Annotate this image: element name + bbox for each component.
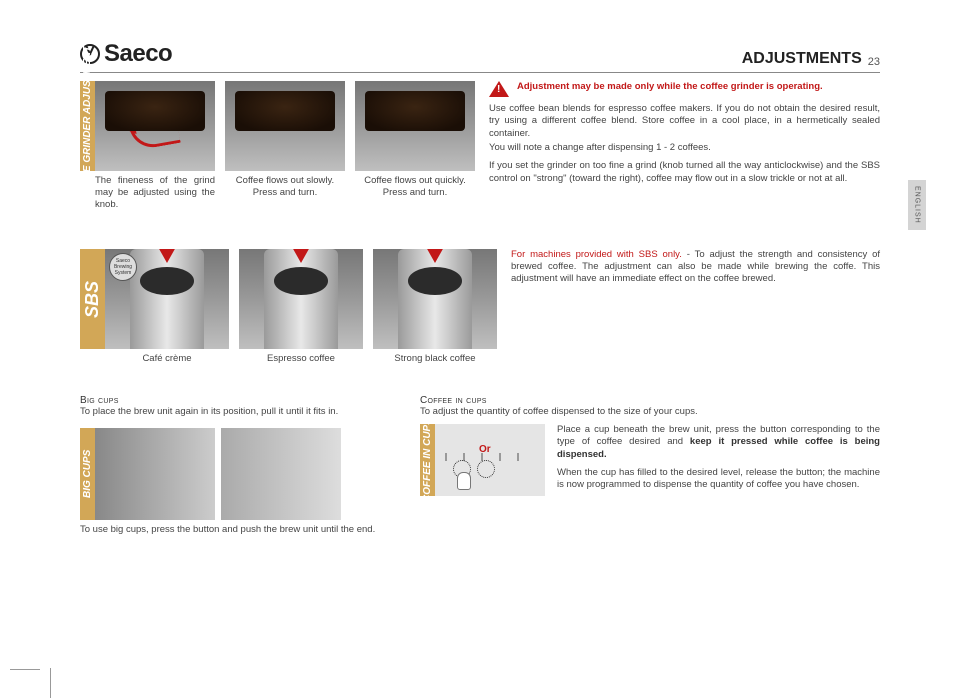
grinder-warning-text: Adjustment may be made only while the co…	[517, 81, 823, 93]
bigcups-intro: To place the brew unit again in its posi…	[80, 406, 380, 418]
page-header: Saeco ADJUSTMENTS 23	[80, 40, 880, 73]
hand-icon	[457, 472, 471, 490]
grinder-para-2: If you set the grinder on too fine a gri…	[489, 160, 880, 185]
bigcups-vlabel: BIG CUPS	[80, 428, 95, 520]
sbs-photo-2	[239, 249, 363, 349]
title-wrap: ADJUSTMENTS 23	[742, 50, 880, 68]
grinder-caption-1: The fineness of the grind may be adjuste…	[95, 175, 215, 211]
grinder-vlabel: COFFEE GRINDER ADJUSTMENT	[80, 81, 95, 171]
arrow-down-icon	[426, 249, 444, 263]
sbs-vlabel: SBS	[80, 249, 105, 349]
coffeecups-heading: Coffee in cups	[420, 395, 880, 406]
sbs-caption-2: Espresso coffee	[239, 353, 363, 365]
dotted-circle-icon	[477, 460, 495, 478]
language-tab: ENGLISH	[908, 180, 926, 230]
sbs-badge-icon: Saeco Brewing System	[109, 253, 137, 281]
bigcups-photo-1	[95, 428, 215, 520]
page: Saeco ADJUSTMENTS 23 COFFEE GRINDER ADJU…	[80, 40, 880, 542]
bigcups-heading: Big cups	[80, 395, 380, 406]
brand-name: Saeco	[104, 40, 172, 68]
coffeecups-panel: Or	[435, 424, 545, 496]
bigcups-caption: To use big cups, press the button and pu…	[80, 524, 380, 536]
grinder-para-1: Use coffee bean blends for espresso coff…	[489, 103, 880, 140]
grinder-para-1b: You will note a change after dispensing …	[489, 142, 880, 154]
sbs-para-lead: For machines provided with SBS only.	[511, 249, 682, 260]
coffeecups-para-1: Place a cup beneath the brew unit, press…	[557, 424, 880, 461]
bigcups-col: Big cups To place the brew unit again in…	[80, 395, 380, 543]
sbs-photo-3	[373, 249, 497, 349]
grinder-left: COFFEE GRINDER ADJUSTMENT The fineness o…	[80, 81, 475, 211]
coffeecups-vlabel: COFFEE IN CUPS	[420, 424, 435, 496]
section-cups: Big cups To place the brew unit again in…	[80, 395, 880, 543]
grinder-caption-3: Coffee flows out quickly. Press and turn…	[355, 175, 475, 199]
grinder-col-3: Coffee flows out quickly. Press and turn…	[355, 81, 475, 211]
sbs-col-2: Espresso coffee	[239, 249, 363, 365]
sbs-text: For machines provided with SBS only. - T…	[511, 249, 880, 365]
sbs-caption-3: Strong black coffee	[373, 353, 497, 365]
grinder-caption-2: Coffee flows out slowly. Press and turn.	[225, 175, 345, 199]
bigcups-images: BIG CUPS	[80, 428, 380, 520]
grinder-photo-3	[355, 81, 475, 171]
grinder-images: The fineness of the grind may be adjuste…	[95, 81, 475, 211]
or-label: Or	[479, 444, 491, 455]
sbs-left: SBS Saeco Brewing System Café crème Espr…	[80, 249, 497, 365]
brand-logo: Saeco	[80, 40, 172, 68]
sbs-col-1: Saeco Brewing System Café crème	[105, 249, 229, 365]
coffeecups-col: Coffee in cups To adjust the quantity of…	[420, 395, 880, 543]
coffeecups-text: Place a cup beneath the brew unit, press…	[557, 424, 880, 498]
sbs-photo-1: Saeco Brewing System	[105, 249, 229, 349]
coffeecups-para-2: When the cup has filled to the desired l…	[557, 467, 880, 492]
bigcups-photo-2	[221, 428, 341, 520]
page-title: ADJUSTMENTS	[742, 50, 862, 68]
arrow-down-icon	[158, 249, 176, 263]
grinder-text: Adjustment may be made only while the co…	[489, 81, 880, 211]
sbs-col-3: Strong black coffee	[373, 249, 497, 365]
sbs-para: For machines provided with SBS only. - T…	[511, 249, 880, 286]
arrow-down-icon	[292, 249, 310, 263]
grinder-photo-1	[95, 81, 215, 171]
sbs-caption-1: Café crème	[105, 353, 229, 365]
page-number: 23	[868, 56, 880, 68]
coffeecups-panelwrap: COFFEE IN CUPS Or	[420, 424, 545, 498]
coffeecups-intro: To adjust the quantity of coffee dispens…	[420, 406, 880, 418]
grinder-warning: Adjustment may be made only while the co…	[489, 81, 880, 97]
grinder-photo-2	[225, 81, 345, 171]
grinder-col-1: The fineness of the grind may be adjuste…	[95, 81, 215, 211]
warning-icon	[489, 81, 509, 97]
sbs-images: Saeco Brewing System Café crème Espresso…	[105, 249, 497, 365]
section-sbs: SBS Saeco Brewing System Café crème Espr…	[80, 249, 880, 365]
arrow-curve-icon	[129, 119, 180, 151]
section-grinder: COFFEE GRINDER ADJUSTMENT The fineness o…	[80, 81, 880, 211]
coffeecups-row: COFFEE IN CUPS Or Place a cup beneath th…	[420, 424, 880, 498]
grinder-col-2: Coffee flows out slowly. Press and turn.	[225, 81, 345, 211]
